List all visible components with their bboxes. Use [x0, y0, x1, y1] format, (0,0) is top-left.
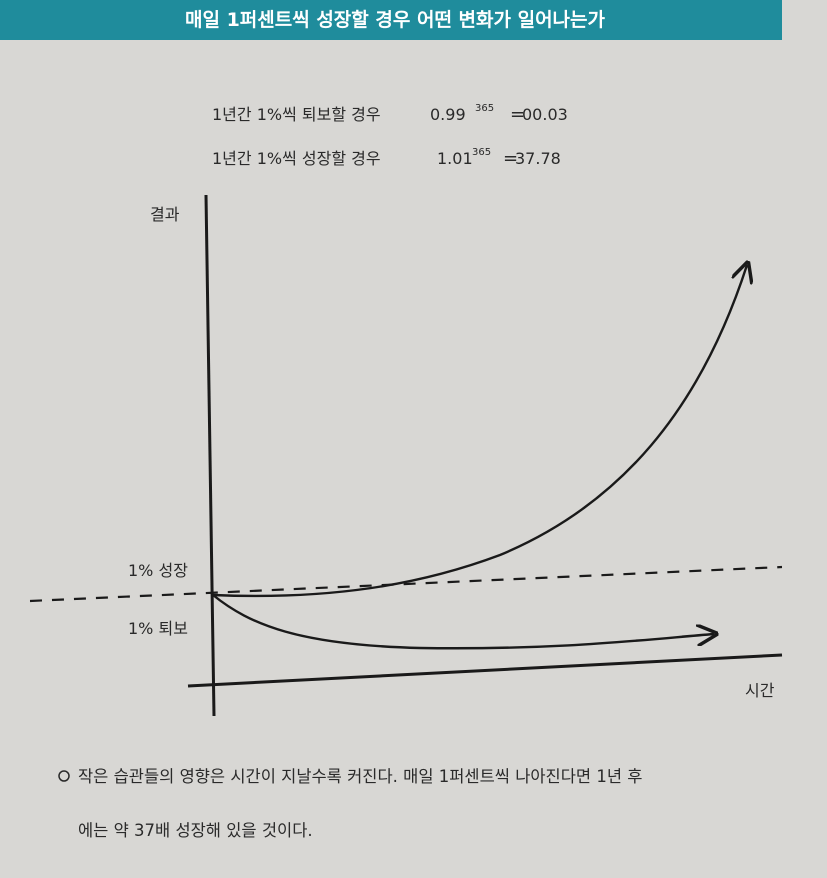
formula-equals: =: [510, 104, 525, 125]
formula-result: 00.03: [522, 105, 568, 124]
decline-label: 1% 퇴보: [128, 619, 188, 638]
growth-curve: [212, 265, 747, 598]
formula-equals: =: [503, 148, 518, 169]
y-axis: [204, 194, 216, 717]
formula-base: 1.01: [437, 149, 473, 168]
header-band: [0, 0, 782, 40]
caption-line: 작은 습관들의 영향은 시간이 지날수록 커진다. 매일 1퍼센트씩 나아진다면…: [78, 767, 642, 786]
formula-exponent: 365: [472, 147, 491, 158]
decline-curve: [212, 594, 714, 650]
growth-label: 1% 성장: [128, 561, 188, 580]
caption-bullet: [58, 770, 70, 782]
formula-exponent: 365: [475, 103, 494, 114]
y-axis-label: 결과: [150, 205, 180, 224]
x-axis-label: 시간: [745, 681, 775, 700]
header-title: 매일 1퍼센트씩 성장할 경우 어떤 변화가 일어나는가: [185, 8, 606, 31]
caption-line: 에는 약 37배 성장해 있을 것이다.: [78, 821, 313, 840]
formula-base: 0.99: [430, 105, 466, 124]
formula-label: 1년간 1%씩 퇴보할 경우: [212, 105, 381, 124]
x-axis: [187, 653, 783, 688]
formula-result: 37.78: [515, 149, 561, 168]
baseline-dashed: [29, 565, 783, 603]
formula-label: 1년간 1%씩 성장할 경우: [212, 149, 381, 168]
